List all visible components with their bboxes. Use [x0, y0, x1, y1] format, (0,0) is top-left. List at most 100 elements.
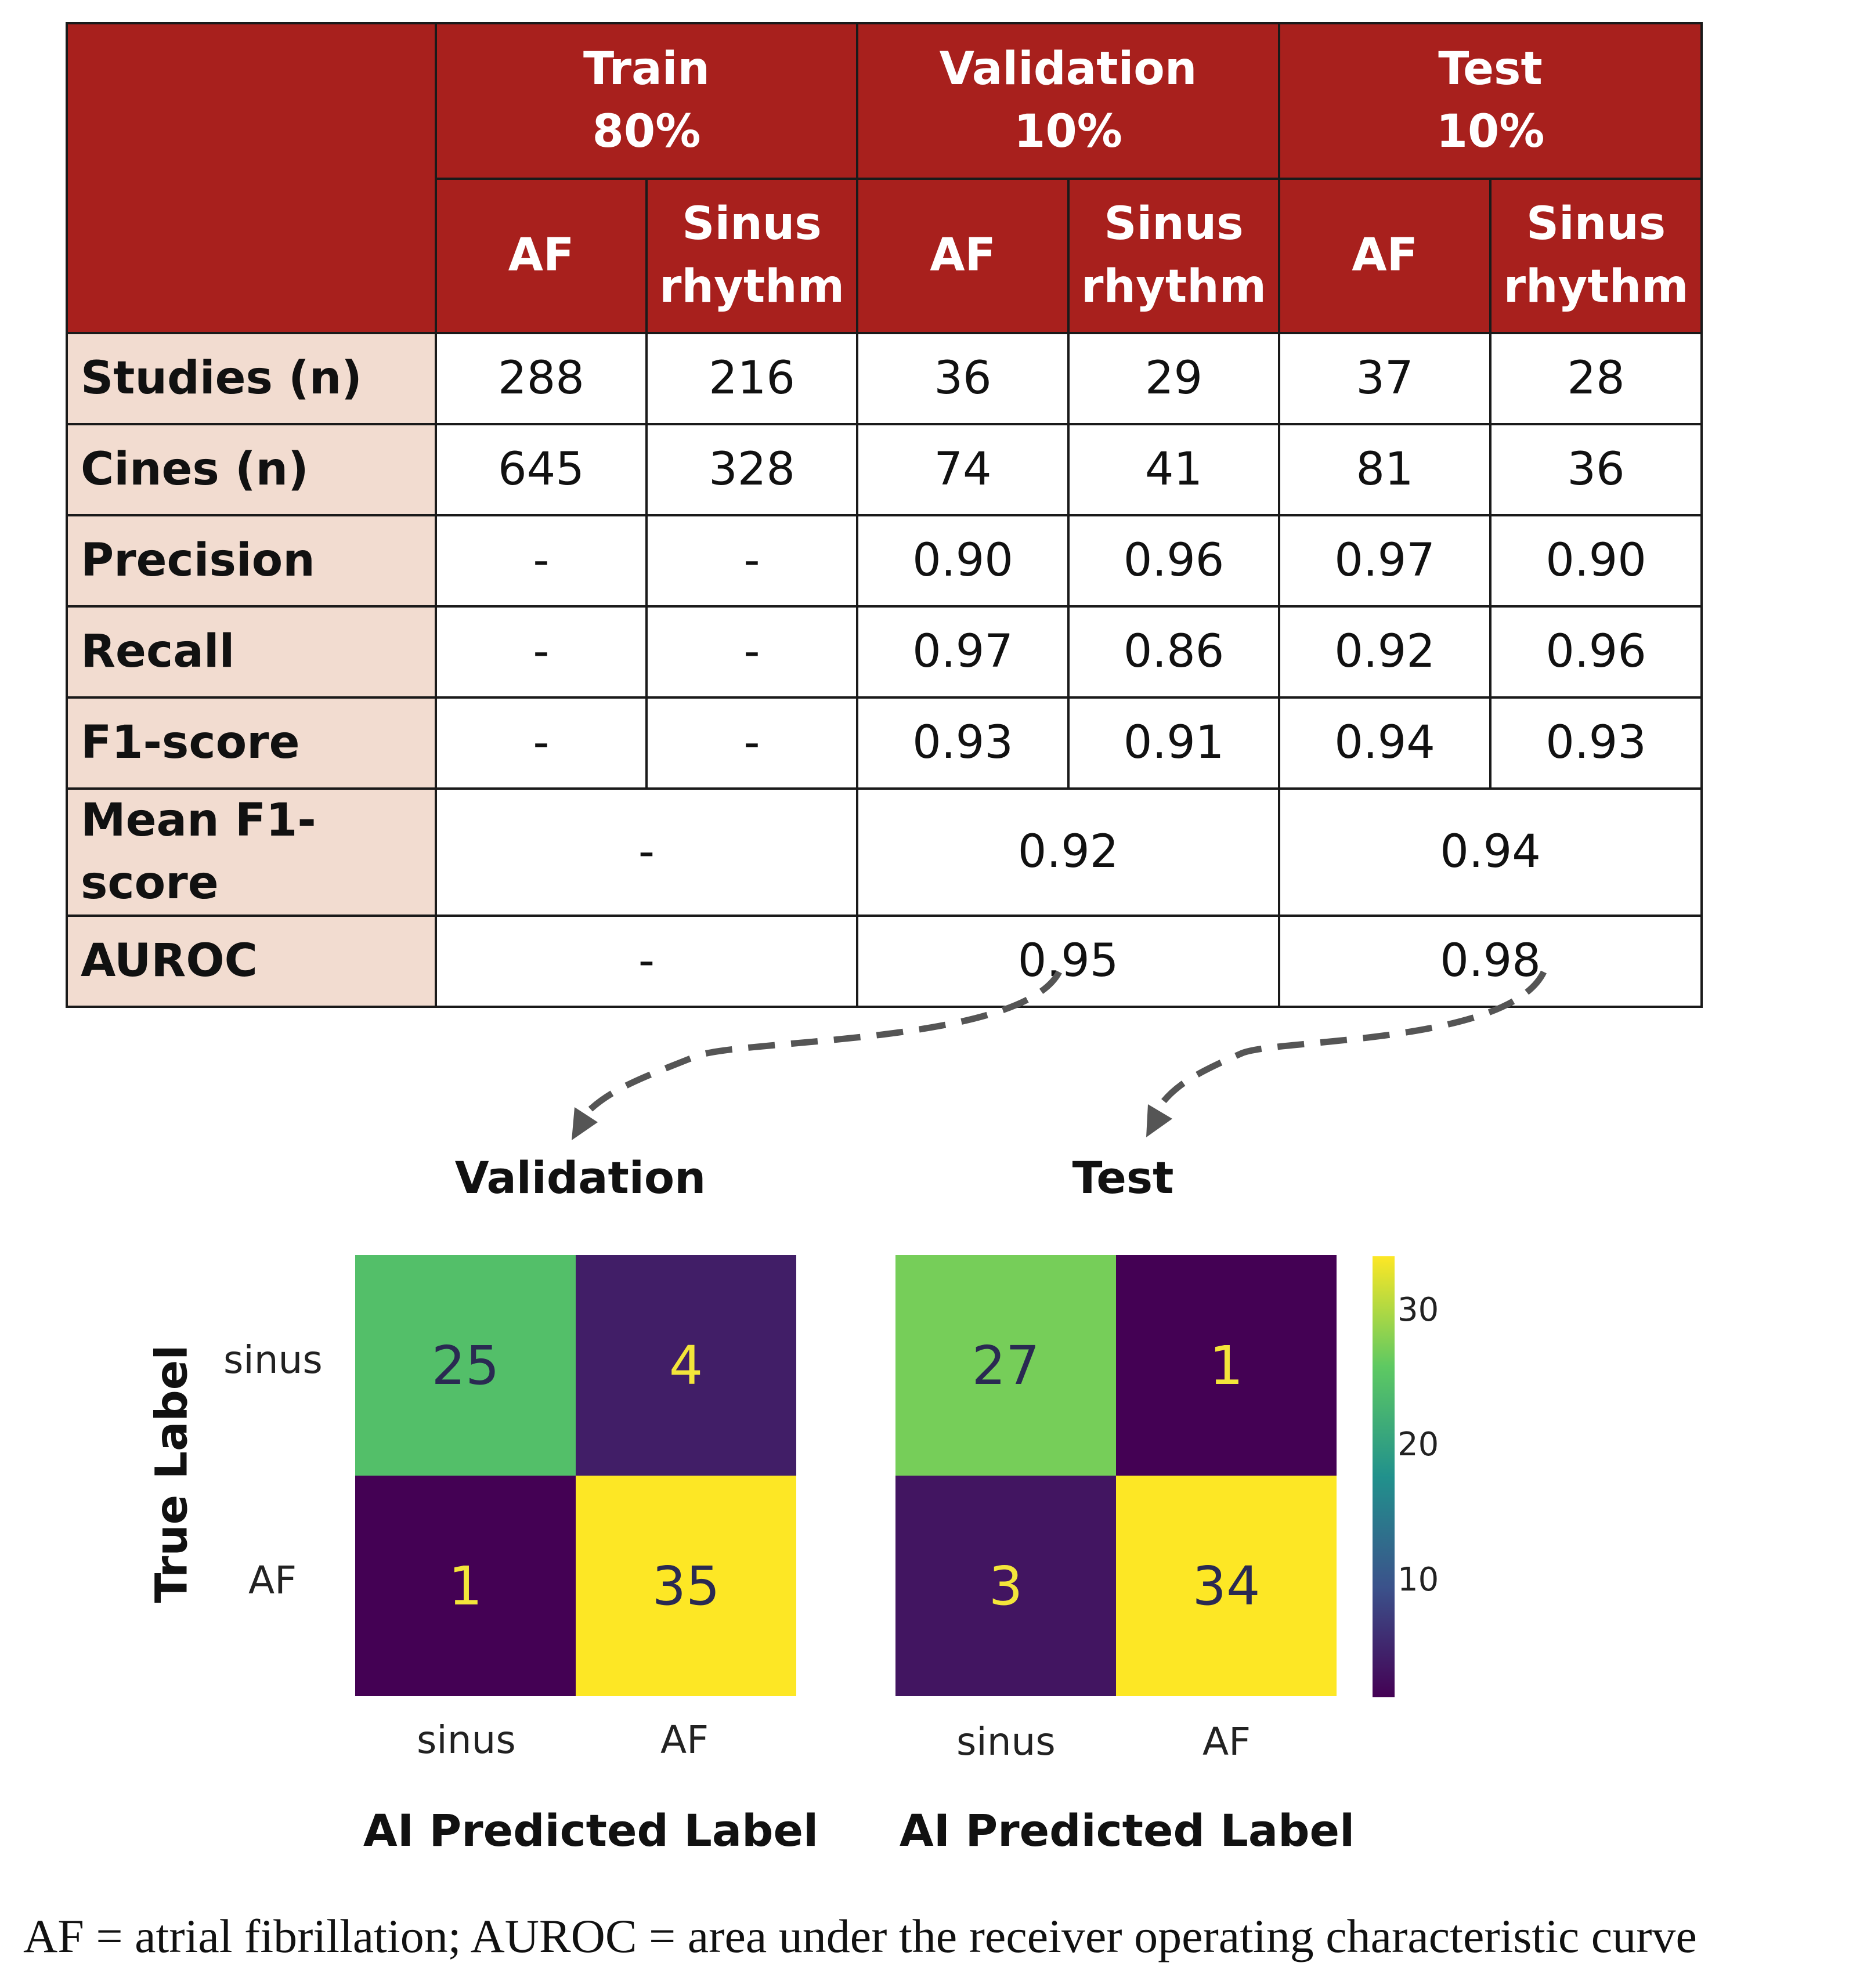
table-cell: 36: [1489, 423, 1703, 516]
subheader-cell: Sinus rhythm: [645, 178, 859, 334]
subheader-line1: AF: [508, 229, 575, 282]
corner-cell: [66, 22, 437, 334]
table-cell: 29: [1067, 332, 1281, 425]
heatmap-cell: [895, 1255, 1116, 1476]
row-label: Precision: [66, 514, 437, 608]
subheader-row: AF Sinus rhythm AF Sinus rhythm AF Sinus rhythm: [67, 178, 1703, 334]
table-cell: 0.96: [1489, 605, 1703, 699]
test-arrowhead: [1146, 1104, 1172, 1137]
heatmap-value: 1: [449, 1555, 483, 1617]
heatmap-value: 34: [1192, 1555, 1260, 1617]
x-tick-sinus-test: sinus: [956, 1719, 1056, 1764]
table-cell: 0.86: [1067, 605, 1281, 699]
colorbar-tick-10: 10: [1397, 1561, 1439, 1599]
merged-cell: 0.92: [856, 787, 1281, 917]
group-header-row: Train 80% Validation 10% Test 10%: [66, 22, 1703, 334]
table-row: Cines (n) 645 328 74 41 81 36: [66, 423, 1703, 516]
table-cell: 0.90: [1489, 514, 1703, 608]
x-tick-sinus-validation: sinus: [417, 1718, 516, 1762]
table-cell: -: [645, 696, 859, 790]
subheader-line2: rhythm: [1503, 261, 1689, 313]
table-cell: 28: [1489, 332, 1703, 425]
colorbar-tick-20: 20: [1397, 1426, 1439, 1463]
test-title: Test: [1072, 1152, 1174, 1203]
subheader-cell: AF: [1278, 178, 1492, 334]
validation-arrowhead: [572, 1107, 598, 1140]
subheader-line2: rhythm: [659, 261, 844, 313]
group-name: Test: [1438, 43, 1543, 96]
table-row: Mean F1-score -0.92 0.94: [66, 787, 1703, 917]
table-cell: 0.96: [1067, 514, 1281, 608]
table-cell: 74: [856, 423, 1070, 516]
table-cell: 36: [856, 332, 1070, 425]
y-tick-sinus: sinus: [223, 1338, 323, 1382]
colorbar-tick-30: 30: [1397, 1291, 1439, 1329]
heatmap-cell: [576, 1476, 796, 1696]
subheader-line1: Sinus: [682, 198, 822, 251]
group-header-test: Test 10%: [1278, 22, 1703, 180]
heatmap-cell: [576, 1255, 796, 1476]
group-name: Train: [583, 43, 710, 96]
heatmap-cell: [895, 1476, 1116, 1696]
subheader-cell: Sinus rhythm: [1489, 178, 1703, 334]
table-cell: 41: [1067, 423, 1281, 516]
row-label: F1-score: [66, 696, 437, 790]
x-axis-label-validation: AI Predicted Label: [363, 1805, 819, 1856]
table-row: Precision - -0.90 0.96 0.97 0.90: [66, 514, 1703, 608]
table-row: F1-score - -0.93 0.91 0.94 0.93: [66, 696, 1703, 790]
heatmap-cell: [355, 1476, 576, 1696]
subheader-line1: AF: [930, 229, 996, 282]
table-cell: 0.92: [1278, 605, 1492, 699]
table-cell: 0.97: [856, 605, 1070, 699]
heatmap-value: 27: [972, 1335, 1039, 1397]
table-cell: -: [435, 696, 648, 790]
group-name: Validation: [939, 43, 1197, 96]
heatmap-value: 35: [652, 1555, 720, 1617]
table-cell: 81: [1278, 423, 1492, 516]
subheader-cell: AF: [435, 178, 648, 334]
table-cell: -: [435, 514, 648, 608]
table-cell: 0.91: [1067, 696, 1281, 790]
table-cell: -: [435, 605, 648, 699]
heatmap-cell: [355, 1255, 576, 1476]
row-label: Studies (n): [66, 332, 437, 425]
test-arrow: [1149, 970, 1547, 1122]
subheader-line1: AF: [1352, 229, 1418, 282]
group-header-train: Train 80%: [434, 22, 859, 180]
heatmap-value: 3: [989, 1555, 1023, 1617]
x-tick-af-test: AF: [1202, 1719, 1251, 1764]
table-cell: 645: [435, 423, 648, 516]
table-row: Recall - -0.97 0.86 0.92 0.96: [66, 605, 1703, 699]
results-table: Train 80% Validation 10% Test 10% AF Sinu…: [66, 22, 1703, 1009]
table-row: Studies (n) 288 216 36 29 37 28: [66, 332, 1703, 425]
row-label: AUROC: [66, 915, 437, 1009]
y-tick-af: AF: [248, 1558, 297, 1603]
subheader-line1: Sinus: [1526, 198, 1666, 251]
table-cell: 328: [645, 423, 859, 516]
x-axis-label-test: AI Predicted Label: [899, 1805, 1355, 1856]
merged-cell: 0.98: [1278, 915, 1703, 1009]
table-cell: -: [645, 605, 859, 699]
subheader-line2: rhythm: [1081, 261, 1266, 313]
x-tick-af-validation: AF: [660, 1718, 709, 1762]
table-cell: 0.94: [1278, 696, 1492, 790]
heatmap-cell: [1116, 1255, 1337, 1476]
group-pct: 10%: [1436, 106, 1545, 158]
heatmap-value: 4: [669, 1335, 703, 1397]
table-cell: 37: [1278, 332, 1492, 425]
heatmap-value: 1: [1209, 1335, 1244, 1397]
table-row: AUROC -0.95 0.98: [66, 915, 1703, 1009]
validation-title: Validation: [454, 1152, 706, 1203]
merged-cell: -: [434, 915, 859, 1009]
table-cell: 216: [645, 332, 859, 425]
group-header-validation: Validation 10%: [856, 22, 1281, 180]
heatmap-value: 25: [431, 1335, 499, 1397]
colorbar: [1373, 1256, 1395, 1697]
table-cell: 0.90: [856, 514, 1070, 608]
heatmap-cell: [1116, 1476, 1337, 1696]
y-axis-label: True Label: [145, 1344, 197, 1603]
table-cell: 0.97: [1278, 514, 1492, 608]
row-label: Recall: [66, 605, 437, 699]
